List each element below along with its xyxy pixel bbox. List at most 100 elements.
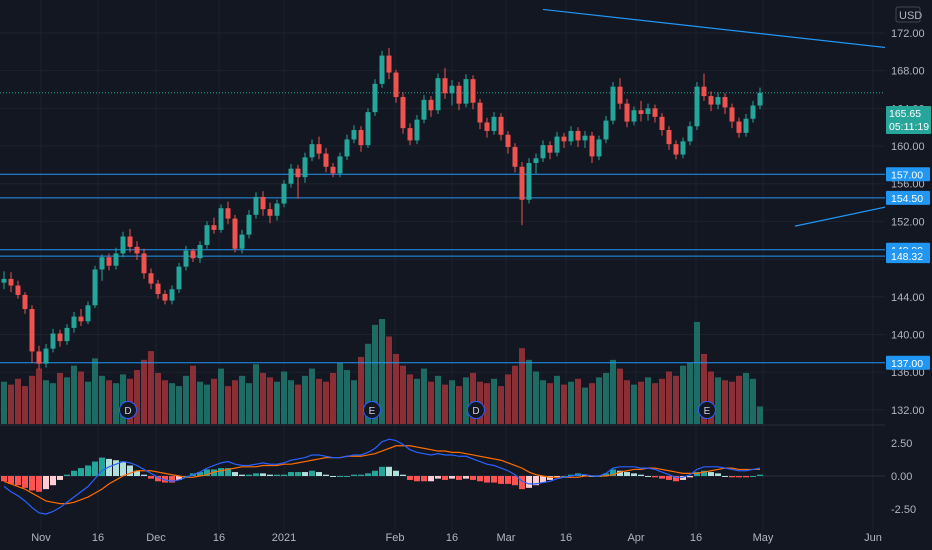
candle-body [673,144,679,155]
volume-bar [323,381,329,424]
candle-body [722,97,728,108]
candle-body [330,166,336,174]
candle-body [15,285,21,295]
macd-histogram-bar [225,468,231,476]
macd-histogram-bar [687,476,693,478]
horizontal-levels[interactable] [0,173,885,364]
candle-body [232,218,238,249]
candle-body [554,136,560,153]
macd-histogram-bar [211,469,217,476]
volume-bar [106,380,112,424]
candle-body [260,196,266,210]
candle-body [365,112,371,146]
candle-body [316,144,322,154]
macd-histogram-bar [540,476,546,483]
macd-histogram-bar [169,476,175,483]
volume-bar [225,386,231,424]
macd-histogram-bar [365,473,371,476]
volume-bar [204,384,210,424]
candle-body [687,126,693,142]
volume-bar [232,380,238,424]
candle-body [757,92,763,106]
candle-body [652,108,658,117]
volume-bar [470,372,476,424]
volume-bar [288,380,294,424]
candle-body [512,146,518,167]
level-label-badge-0 [886,167,930,182]
candle-body [505,134,511,147]
candle-body [526,163,532,200]
volume-bar [211,378,217,424]
macd-histogram-bar [743,476,749,478]
macd-histogram-bar [659,476,665,479]
candle-body [477,102,483,123]
candle-body [64,327,70,342]
macd-histogram-bar [414,476,420,482]
macd-histogram-bar [603,473,609,476]
candle-body [281,183,287,204]
candle-body [372,83,378,113]
candle-body [400,97,406,129]
macd-tick-1: 0.00 [891,471,912,483]
event-marker-1 [363,401,381,419]
event-marker-0 [119,401,137,419]
macd-histogram-bar [617,470,623,476]
macd-histogram-bar [519,476,525,490]
volume-bar [267,377,273,424]
candle-body [540,145,546,159]
macd-histogram-bar [512,476,518,486]
candle-body [519,166,525,200]
macd-histogram-bar [526,476,532,488]
currency-label: USD [899,10,922,22]
volume-bar [50,383,56,424]
volume-bar [715,377,721,424]
volume-bar [43,380,49,424]
countdown-timer: 05:11:19 [889,121,929,133]
volume-bar [36,368,42,424]
candle-body [666,130,672,145]
macd-histogram-bar [407,476,413,480]
macd-histogram-bar [652,476,658,478]
macd-histogram-bar [568,474,574,476]
price-tick-0: 132.00 [891,405,925,417]
candle-body [183,250,189,267]
macd-histogram-bar [176,476,182,480]
volume-bar [680,365,686,424]
volume-bar [498,386,504,424]
volume-bar [169,383,175,424]
volume-bar [22,386,28,424]
volume-bar [505,374,511,424]
candle-body [92,269,98,306]
volume-bar [757,406,763,424]
macd-histogram-bar [78,468,84,476]
candle-body [71,316,77,328]
currency-badge[interactable]: USD [895,6,922,23]
price-tick-6: 156.00 [891,179,925,191]
macd-histogram-bar [260,473,266,476]
volume-bar [575,378,581,424]
macd-histogram-bar [386,466,392,476]
volume-bar [1,381,7,424]
macd-histogram-bar [666,476,672,480]
candle-body [162,293,168,301]
candle-body [134,246,140,254]
candle-body [442,78,448,94]
candle-body [645,108,651,115]
time-tick-4: 2021 [272,532,296,544]
candle-body [484,122,490,131]
macd-histogram-bar [372,470,378,476]
macd-histogram-bar [162,476,168,483]
volume-bar [218,368,224,424]
time-tick-8: 16 [560,532,572,544]
macd-indicator [0,438,885,515]
price-axis-panel[interactable] [885,0,932,550]
volume-bar [351,380,357,424]
macd-histogram-bar [610,469,616,476]
macd-axis: 2.50 0.00 -2.50 [891,438,916,516]
macd-histogram-bar [701,470,707,476]
volume-bar [421,368,427,424]
candle-body [729,107,735,122]
